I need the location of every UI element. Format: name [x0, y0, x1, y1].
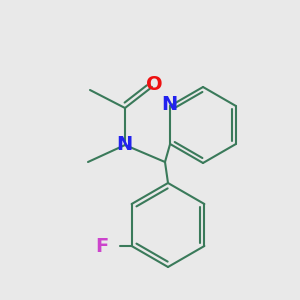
Text: F: F [95, 236, 108, 256]
Text: N: N [116, 134, 132, 154]
Text: N: N [161, 94, 177, 113]
Text: O: O [146, 74, 162, 94]
